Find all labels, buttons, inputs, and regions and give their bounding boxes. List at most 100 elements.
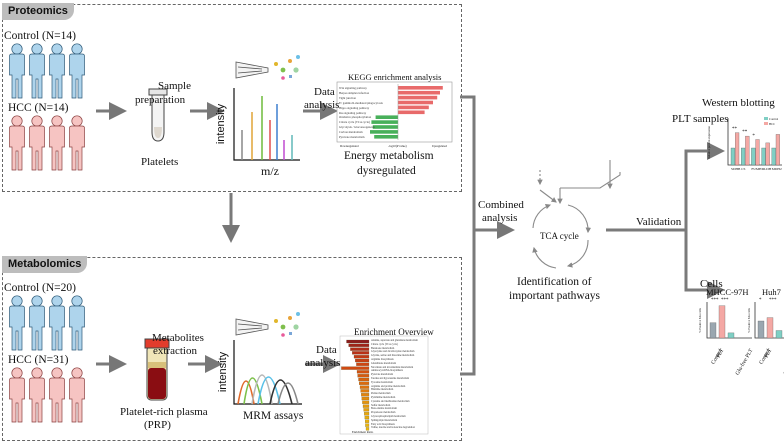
cell-sig-label: * xyxy=(759,298,762,303)
enrichment-bar xyxy=(352,351,370,355)
enrichment-term-label: Glutathione metabolism xyxy=(371,361,396,365)
enrichment-bar xyxy=(361,396,370,401)
kegg-term-label: Tight junction xyxy=(339,95,356,100)
western-group-label: DLDH xyxy=(761,167,772,171)
combined-label-2: analysis xyxy=(482,212,518,224)
enrichment-bar xyxy=(364,415,370,420)
cell-chart-ylabel-1: % Positive Edu cells xyxy=(746,308,751,333)
metabolomics-title: Metabolomics xyxy=(2,256,88,273)
kegg-bar xyxy=(398,86,443,90)
enrichment-term-label: Cysteine and methionine metabolism xyxy=(371,399,410,403)
enrichment-term-label: Butanoate metabolism xyxy=(371,346,395,350)
enrichment-term-label: Nicotinate and nicotinamide metabolism xyxy=(371,365,414,369)
western-bar xyxy=(745,135,750,166)
western-bar xyxy=(771,147,776,166)
enrichment-axis-label: Enrichment Ratio xyxy=(352,430,374,434)
kegg-bar xyxy=(372,125,398,129)
western-ylabel: Relative protein expression xyxy=(706,126,711,159)
kegg-axis-mid: -log10(P value) xyxy=(388,144,407,148)
western-legend-hcc: HCC xyxy=(769,122,776,126)
identification-label-1: Identification of xyxy=(517,276,592,288)
proteomics-control-label: Control (N=14) xyxy=(4,30,76,42)
cell-chart-title-1: Huh7 xyxy=(762,287,781,297)
enrichment-bar xyxy=(356,370,370,374)
tca-cycle-icon xyxy=(532,203,592,269)
cell-sig-label: *** xyxy=(721,298,729,303)
ms-spectrum-chart xyxy=(233,88,300,161)
enrichment-term-label: Alanine, aspartate and glutamate metabol… xyxy=(371,339,418,342)
enrichment-bar xyxy=(356,362,370,366)
enrichment-term-label: Taurine and hypotaurine metabolism xyxy=(371,377,410,380)
cells-label: Cells xyxy=(700,278,723,290)
plt-samples-label: PLT samples xyxy=(672,113,729,125)
enrichment-term-label: Pyruvate metabolism xyxy=(371,373,393,377)
enrichment-bar xyxy=(353,355,370,359)
ms-intensity-label: intensity xyxy=(215,103,228,145)
kegg-term-label: Citrate cycle (TCA cycle) xyxy=(339,120,370,125)
kegg-chart xyxy=(336,81,453,143)
sample-prep-label-1: Sample xyxy=(158,80,191,92)
enrichment-term-label: Arginine biosynthesis xyxy=(371,358,394,361)
kegg-term-label: Glycolysis / Gluconeogenesis xyxy=(339,125,375,130)
cell-bar xyxy=(718,305,726,339)
kegg-term-label: Carbon metabolism xyxy=(339,130,363,135)
ms-spray-icon xyxy=(235,55,300,80)
platelets-label: Platelets xyxy=(141,156,179,168)
enrichment-bar xyxy=(359,381,370,385)
pathway-lines xyxy=(537,160,621,205)
cell-chart-huh7 xyxy=(754,302,784,339)
kegg-term-label: Hippo signaling pathway xyxy=(339,105,370,110)
western-bar xyxy=(775,134,780,166)
mrm-intensity-label: intensity xyxy=(217,351,230,393)
enrichment-term-label: Citrate cycle (TCA cycle) xyxy=(371,342,398,346)
proteomics-title: Proteomics xyxy=(2,3,74,20)
enrichment-bar xyxy=(362,404,370,408)
enrichment-bar xyxy=(362,400,370,404)
enrichment-bar xyxy=(365,423,370,427)
enrichment-bar xyxy=(361,393,370,397)
western-bar xyxy=(741,147,746,166)
mrm-peaks-chart xyxy=(233,340,302,405)
enrichment-bar xyxy=(359,385,370,389)
ms-mz-label: m/z xyxy=(261,164,279,178)
prp-tube-icon xyxy=(144,338,170,401)
enrichment-term-label: Sphingolipid metabolism xyxy=(371,418,398,422)
cell-chart-ylabel-0: % Positive Edu cells xyxy=(697,308,702,333)
kegg-term-label: Pyruvate metabolism xyxy=(339,135,365,139)
enrichment-term-label: Glycerophospholipid metabolism xyxy=(371,415,406,418)
extraction-label-2: extraction xyxy=(153,345,197,357)
cell-sig-label: *** xyxy=(711,298,719,303)
cell-chart-title-0: MHCC-97H xyxy=(706,287,749,297)
identification-label-2: important pathways xyxy=(509,290,601,302)
western-legend-control: Control xyxy=(769,117,779,121)
kegg-term-label: Oxidative phosphorylation xyxy=(339,115,372,120)
kegg-axis-up: Upregulated xyxy=(432,144,447,148)
mrm-spray-icon xyxy=(235,312,300,337)
western-bar xyxy=(751,147,756,166)
metabolomics-data-label-2: analysis xyxy=(305,357,341,369)
platelet-tube-icon xyxy=(148,88,168,142)
cell-chart-mhcc xyxy=(706,302,752,339)
western-bar xyxy=(765,142,770,166)
metabolomics-hcc-label: HCC (N=31) xyxy=(8,354,69,366)
kegg-title: KEGG enrichment analysis xyxy=(348,72,442,82)
metabolomics-control-label: Control (N=20) xyxy=(4,282,76,294)
energy-label-1: Energy metabolism xyxy=(344,150,434,162)
proteomics-data-label-1: Data xyxy=(314,86,335,98)
cell-bar xyxy=(757,320,765,339)
western-sig-label: * xyxy=(752,133,755,139)
enrichment-term-label: Purine metabolism xyxy=(371,392,391,396)
tca-label: TCA cycle xyxy=(540,231,579,241)
enrichment-bar xyxy=(364,412,370,416)
enrichment-bar xyxy=(363,408,370,412)
enrichment-bar xyxy=(365,419,370,423)
enrichment-term-label: Beta-alanine metabolism xyxy=(371,407,397,411)
metabolomics-data-label-1: Data xyxy=(316,344,337,356)
enrichment-term-label: Arginine and proline metabolism xyxy=(371,384,406,388)
enrichment-chart xyxy=(339,335,429,435)
kegg-term-label: Wnt signaling pathway xyxy=(339,86,367,90)
kegg-bar xyxy=(398,110,425,115)
proteomics-data-label-2: analysis xyxy=(304,99,340,111)
western-bar xyxy=(761,147,766,166)
kegg-bar xyxy=(398,100,433,105)
